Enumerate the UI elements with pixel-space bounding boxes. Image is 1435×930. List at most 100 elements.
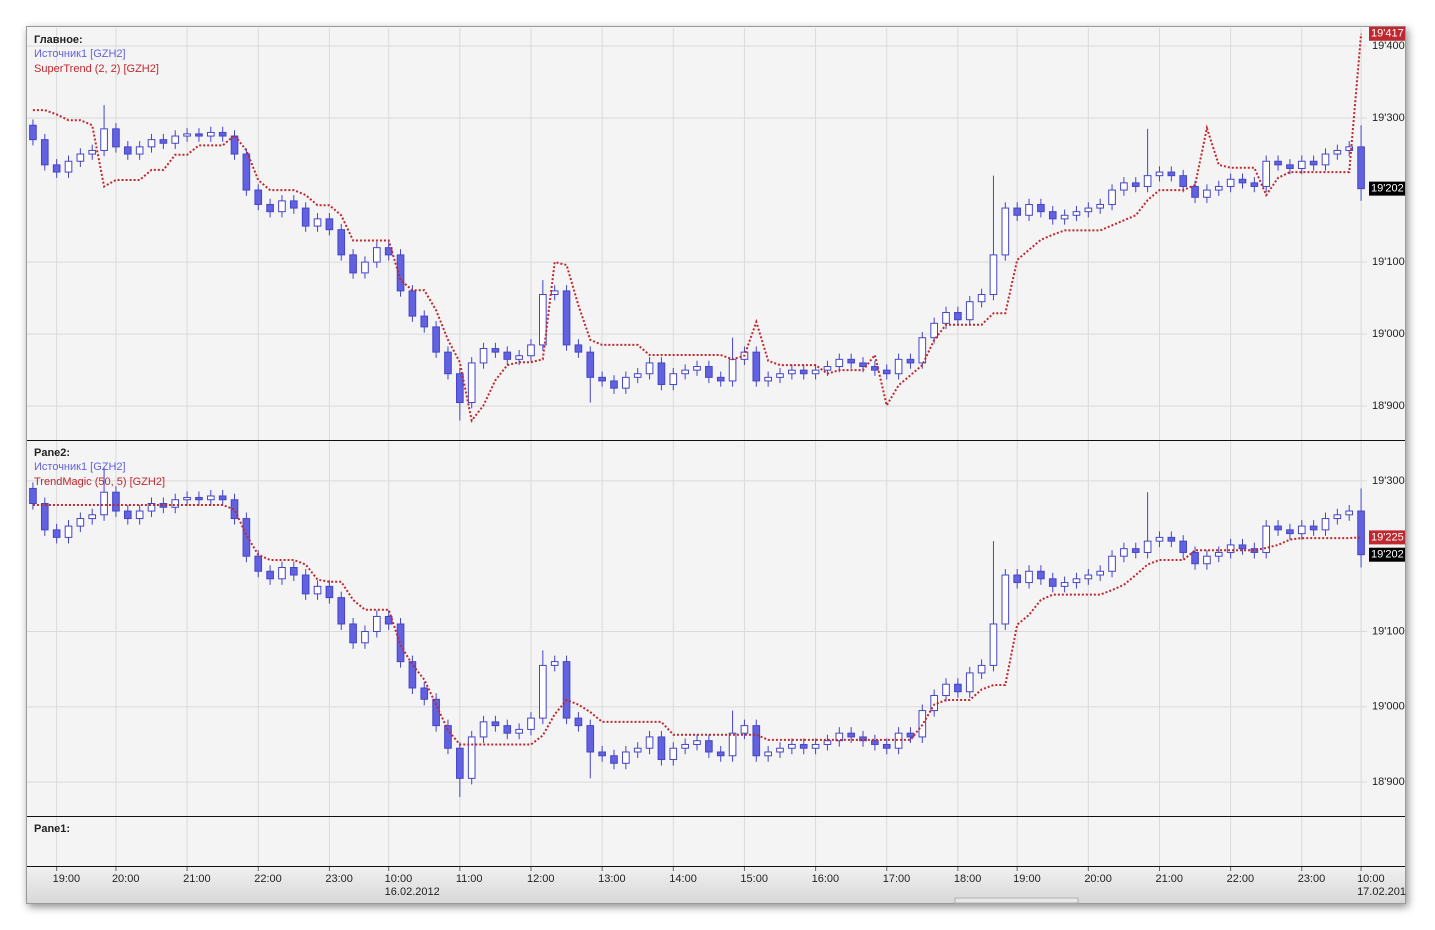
x-tick-label: 21:00 (183, 873, 211, 885)
candle-body (349, 254, 357, 274)
candle-body (645, 736, 654, 749)
candle-body (171, 499, 180, 508)
candle-body (693, 740, 701, 745)
candle-body (1321, 518, 1330, 531)
candle-body (242, 153, 251, 191)
candle-body (432, 326, 440, 353)
candle-body (1179, 175, 1188, 187)
candle-body (1191, 185, 1199, 198)
y-tick-label: 18'900 (1372, 400, 1405, 412)
candle-body (1309, 160, 1318, 166)
candle-body (1286, 529, 1294, 535)
candle-body (147, 503, 156, 512)
candle-body (811, 369, 820, 375)
candle-body (610, 380, 618, 389)
candle-body (64, 160, 73, 173)
candle-body (337, 597, 346, 625)
legend-indicator: TrendMagic (50, 5) [GZH2] (34, 476, 165, 488)
candle-body (740, 725, 749, 734)
candle-body (633, 747, 642, 753)
candle-body (112, 491, 120, 512)
y-tick-label: 19'400 (1372, 40, 1405, 52)
candle-body (598, 751, 606, 757)
candle-body (479, 348, 488, 364)
candle-body (1309, 525, 1318, 531)
candle-body (432, 698, 440, 727)
candle-body (1297, 160, 1306, 169)
candle-body (835, 732, 844, 742)
candle-body (396, 254, 405, 292)
candle-body (1238, 178, 1247, 184)
candle-body (633, 373, 642, 378)
candle-body (799, 369, 808, 375)
y-tick-label: 18'900 (1372, 776, 1405, 788)
candle-body (776, 373, 784, 378)
candle-body (1214, 185, 1223, 191)
candle-body (586, 725, 595, 753)
candle-body (728, 358, 737, 382)
candle-body (289, 200, 298, 209)
candle-body (894, 358, 903, 375)
candle-body (52, 529, 61, 538)
y-tick-label: 19'000 (1372, 328, 1405, 340)
candle-body (503, 725, 512, 734)
candle-body (882, 743, 891, 749)
candle-body (1001, 207, 1010, 256)
candle-body (859, 736, 867, 742)
y-tick-label: 19'100 (1372, 256, 1405, 268)
candle-body (977, 664, 986, 674)
candle-body (716, 751, 725, 757)
candle-body (515, 355, 523, 360)
candle-body (123, 510, 132, 520)
candle-body (669, 747, 678, 761)
candle-body (1120, 182, 1128, 191)
candle-body (1167, 171, 1176, 177)
x-tick-label: 10:00 (1357, 873, 1385, 885)
candle-body (1131, 548, 1140, 553)
candle-body (811, 743, 820, 749)
candle-body (752, 725, 761, 757)
candle-body (550, 290, 559, 296)
candle-body (1025, 203, 1033, 216)
candle-body (444, 725, 452, 749)
candle-body (1072, 211, 1081, 216)
candle-body (835, 358, 844, 368)
candle-body (88, 149, 97, 155)
candle-body (1155, 171, 1164, 177)
candle-body (788, 369, 796, 375)
candle-body (135, 510, 144, 520)
candle-body (254, 189, 263, 205)
x-tick-label: 21:00 (1155, 873, 1183, 885)
candle-body (1072, 578, 1081, 584)
candle-body (1333, 514, 1342, 520)
candle-body (918, 710, 927, 738)
candle-body (503, 351, 512, 360)
price-label-box (1369, 26, 1405, 41)
candle-body (1274, 525, 1282, 531)
candle-body (1262, 160, 1271, 187)
candle-body (230, 499, 239, 520)
candle-body (977, 294, 986, 303)
candle-body (218, 131, 227, 137)
candle-body (1214, 551, 1223, 557)
candle-body (539, 294, 547, 346)
candle-body (586, 351, 595, 378)
price-label: 19'202 (1371, 549, 1404, 561)
candle-body (1084, 574, 1093, 580)
candle-body (847, 358, 855, 364)
candle-body (123, 146, 132, 155)
x-tick-label: 19:00 (53, 873, 81, 885)
scrollbar[interactable] (954, 897, 1079, 904)
candle-body (1357, 146, 1365, 190)
candle-body (871, 740, 879, 745)
candle-body (776, 747, 784, 753)
candle-body (1226, 544, 1235, 553)
candle-body (562, 290, 571, 346)
time-axis-background (27, 867, 1405, 903)
indicator-line (32, 504, 1362, 746)
candle-body (159, 139, 168, 144)
candle-body (693, 366, 701, 371)
candle-body (918, 337, 927, 364)
candle-body (456, 747, 464, 779)
